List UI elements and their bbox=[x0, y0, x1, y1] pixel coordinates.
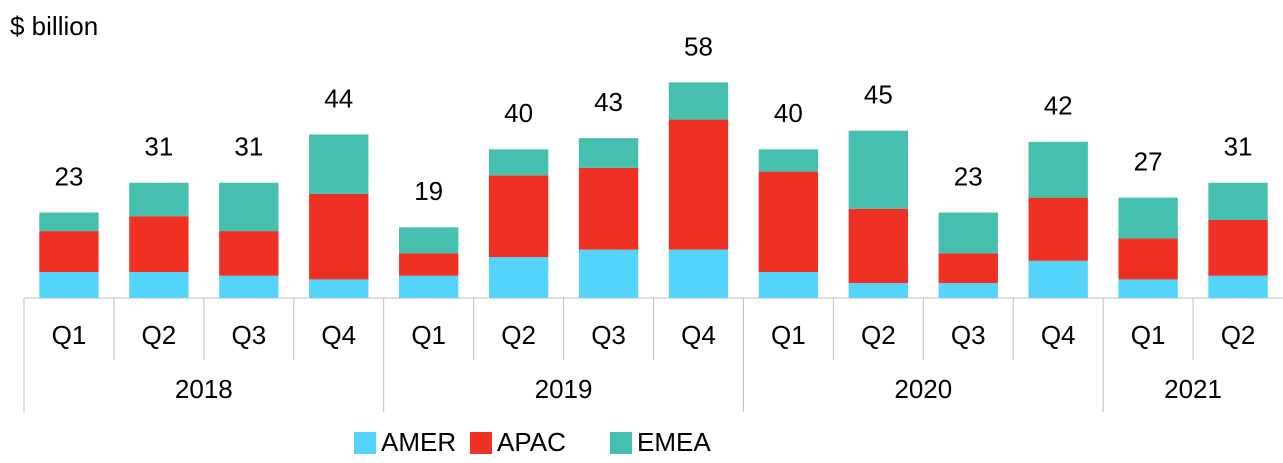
bar-segment bbox=[668, 249, 729, 298]
bar-segment bbox=[129, 182, 189, 217]
total-label: 19 bbox=[414, 176, 443, 206]
bar-segment bbox=[848, 130, 908, 209]
x-tick-label: Q3 bbox=[231, 320, 266, 350]
bar-segment bbox=[219, 182, 279, 232]
bar-segment bbox=[1208, 275, 1268, 298]
group-label: 2020 bbox=[894, 374, 952, 404]
group-label: 2021 bbox=[1164, 374, 1222, 404]
x-tick-label: Q2 bbox=[861, 320, 896, 350]
group-label: 2019 bbox=[535, 374, 593, 404]
x-tick-label: Q1 bbox=[1131, 320, 1166, 350]
legend-label: AMER bbox=[381, 427, 456, 457]
bar-segment bbox=[129, 216, 189, 272]
bar-segment bbox=[1028, 260, 1088, 298]
bar-segment bbox=[668, 82, 729, 120]
bar-segment bbox=[1208, 182, 1268, 220]
total-label: 23 bbox=[954, 161, 983, 191]
legend-swatch bbox=[354, 432, 376, 454]
total-label: 44 bbox=[324, 83, 353, 113]
bar-segment bbox=[848, 208, 908, 284]
bar-segment bbox=[758, 171, 819, 272]
total-label: 23 bbox=[55, 161, 84, 191]
total-label: 43 bbox=[594, 87, 623, 117]
bar-segment bbox=[488, 175, 549, 258]
total-label: 40 bbox=[774, 98, 803, 128]
y-axis-label: $ billion bbox=[10, 11, 98, 41]
x-tick-label: Q1 bbox=[411, 320, 446, 350]
bar-segment bbox=[129, 271, 189, 298]
x-tick-label: Q4 bbox=[1041, 320, 1076, 350]
total-label: 27 bbox=[1134, 147, 1163, 177]
x-tick-label: Q2 bbox=[1221, 320, 1256, 350]
legend-label: EMEA bbox=[637, 427, 711, 457]
total-label: 31 bbox=[234, 132, 263, 162]
bar-segment bbox=[938, 283, 998, 298]
x-tick-label: Q3 bbox=[951, 320, 986, 350]
x-tick-label: Q2 bbox=[501, 320, 536, 350]
bar-segment bbox=[39, 212, 99, 232]
bar-segment bbox=[1028, 141, 1088, 198]
bar-segment bbox=[848, 283, 908, 298]
x-tick-label: Q1 bbox=[771, 320, 806, 350]
bar-segment bbox=[578, 249, 639, 298]
bar-segment bbox=[1118, 279, 1178, 298]
bar-segment bbox=[668, 119, 729, 250]
bar-segment bbox=[1118, 197, 1178, 239]
x-tick-label: Q4 bbox=[321, 320, 356, 350]
bar-segment bbox=[578, 138, 639, 168]
bar-segment bbox=[399, 253, 459, 276]
legend-swatch bbox=[470, 432, 492, 454]
bar-segment bbox=[219, 275, 279, 298]
bar-segment bbox=[488, 257, 549, 298]
bar-segment bbox=[758, 271, 819, 298]
group-label: 2018 bbox=[175, 374, 233, 404]
bar-segment bbox=[309, 193, 369, 280]
bar-segment bbox=[309, 279, 369, 298]
total-label: 58 bbox=[684, 31, 713, 61]
total-label: 42 bbox=[1044, 91, 1073, 121]
bar-segment bbox=[758, 149, 819, 172]
bar-segment bbox=[399, 227, 459, 254]
bar-segment bbox=[39, 231, 99, 272]
bar-segment bbox=[1118, 238, 1178, 280]
legend-label: APAC bbox=[497, 427, 566, 457]
x-tick-label: Q2 bbox=[142, 320, 177, 350]
bar-segment bbox=[399, 275, 459, 298]
total-label: 31 bbox=[1224, 132, 1253, 162]
bar-segment bbox=[1208, 219, 1268, 276]
x-tick-label: Q4 bbox=[681, 320, 716, 350]
x-tick-label: Q3 bbox=[591, 320, 626, 350]
bar-segment bbox=[938, 212, 998, 254]
bar-segment bbox=[219, 231, 279, 276]
legend-swatch bbox=[610, 432, 632, 454]
bar-segment bbox=[309, 134, 369, 194]
total-label: 40 bbox=[504, 98, 533, 128]
bar-segment bbox=[938, 253, 998, 284]
total-label: 45 bbox=[864, 80, 893, 110]
bar-segment bbox=[488, 149, 549, 176]
total-label: 31 bbox=[144, 132, 173, 162]
bar-segment bbox=[578, 167, 639, 250]
x-tick-label: Q1 bbox=[52, 320, 87, 350]
bar-segment bbox=[1028, 197, 1088, 261]
bar-segment bbox=[39, 271, 99, 298]
